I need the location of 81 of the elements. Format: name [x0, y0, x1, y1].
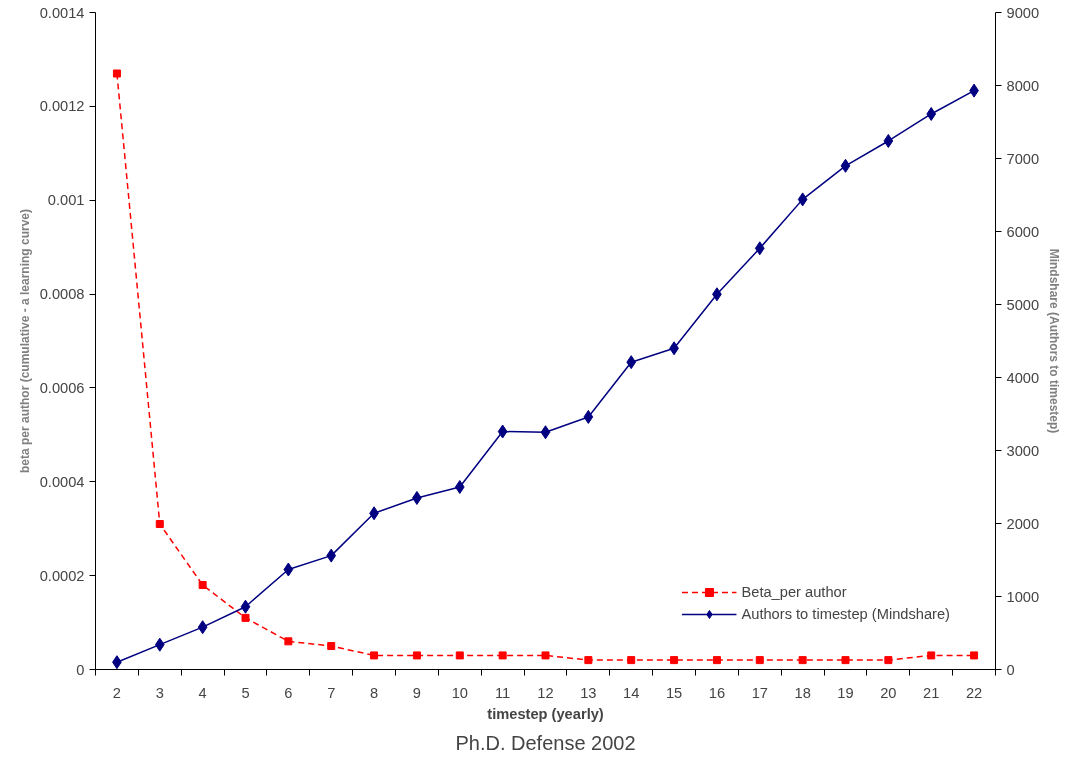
y-tick-label: 0.0008	[39, 286, 85, 303]
point	[155, 520, 164, 529]
x-tick-label: 20	[880, 684, 897, 701]
y2-tick-label: 2000	[1006, 515, 1040, 532]
point	[197, 620, 208, 635]
y2-tick-label: 1000	[1006, 588, 1040, 605]
x-tick-label: 22	[965, 684, 983, 701]
point	[926, 106, 937, 121]
point	[370, 651, 379, 660]
x-tick-label: 3	[155, 684, 164, 701]
point	[626, 355, 637, 370]
point	[454, 480, 465, 494]
point	[841, 656, 850, 665]
y-tick-label: 0.001	[47, 192, 85, 209]
x-tick-label: 12	[537, 684, 554, 701]
point	[284, 637, 293, 646]
y2-tick-label: 0	[1006, 661, 1015, 678]
point	[883, 133, 894, 148]
point	[884, 656, 893, 665]
point	[798, 656, 807, 665]
point	[712, 656, 721, 665]
point	[198, 581, 207, 590]
x-tick-label: 2	[112, 684, 122, 701]
y2-tick-label: 5000	[1006, 296, 1040, 313]
x-tick-label: 18	[794, 684, 811, 701]
y-tick-label: 0.0012	[39, 98, 85, 115]
x-tick-label: 9	[412, 684, 422, 701]
x-tick-label: 5	[241, 684, 250, 701]
point	[541, 651, 550, 660]
x-tick-label: 4	[198, 684, 207, 701]
point	[154, 637, 165, 652]
point	[584, 656, 593, 665]
point	[241, 613, 250, 622]
x-tick-label: 14	[623, 684, 640, 701]
point	[327, 642, 336, 651]
x-tick-label: 10	[451, 684, 468, 701]
point	[797, 192, 808, 207]
x-tick-label: 15	[665, 684, 683, 701]
x-tick-label: 21	[923, 684, 940, 701]
x-tick-label: 11	[495, 684, 511, 701]
y-tick-label: 0.0002	[39, 567, 85, 584]
x-tick-label: 7	[327, 684, 336, 701]
point	[497, 424, 508, 439]
point	[498, 651, 507, 660]
point	[970, 651, 979, 660]
y2-tick-label: 6000	[1006, 223, 1040, 240]
x-axis-title: timestep (yearly)	[487, 705, 604, 722]
point	[283, 562, 294, 577]
y2-tick-label: 4000	[1006, 369, 1040, 386]
point	[583, 409, 594, 424]
point	[326, 548, 337, 563]
legend-label: Beta_per author	[741, 584, 847, 600]
y2-axis-title: Mindshare (Authors to timestep)	[1047, 248, 1062, 434]
point	[540, 425, 551, 440]
point	[240, 599, 251, 614]
point	[112, 69, 121, 78]
y-tick-label: 0.0004	[39, 473, 85, 490]
point	[412, 651, 421, 660]
y2-tick-label: 3000	[1006, 442, 1040, 459]
y-tick-label: 0.0006	[39, 379, 85, 396]
x-tick-label: 16	[708, 684, 726, 701]
y2-tick-label: 9000	[1006, 4, 1040, 21]
y2-tick-label: 8000	[1006, 77, 1040, 94]
point	[927, 651, 936, 660]
point	[840, 158, 851, 173]
y2-tick-label: 7000	[1006, 150, 1040, 167]
x-tick-label: 17	[751, 684, 768, 701]
x-tick-label: 19	[837, 684, 854, 701]
y-axis-title: beta per author (cumulative - a learning curve)	[17, 208, 32, 474]
x-tick-label: 13	[580, 684, 597, 701]
legend-label: Authors to timestep (Mindshare)	[741, 606, 950, 622]
y-tick-label: 0.0014	[39, 4, 85, 21]
point	[670, 656, 679, 665]
y-tick-label: 0	[76, 661, 85, 678]
x-tick-label: 6	[284, 684, 293, 701]
text: Ph.D. Defense 2002	[455, 731, 636, 754]
point	[755, 656, 764, 665]
point	[455, 651, 464, 660]
x-tick-label: 8	[370, 684, 379, 701]
point	[627, 656, 636, 665]
point	[754, 241, 765, 256]
